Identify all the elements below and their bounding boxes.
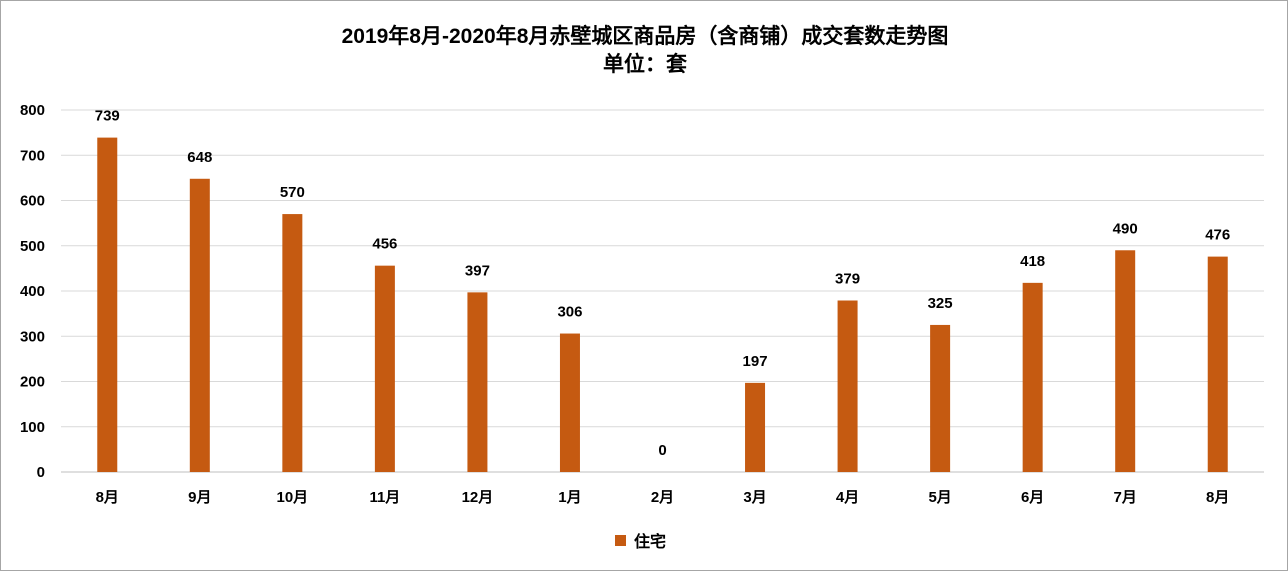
x-tick-label: 4月 [836, 489, 859, 506]
data-label: 379 [835, 271, 860, 288]
data-label: 570 [280, 184, 305, 201]
x-tick-label: 11月 [369, 489, 400, 506]
data-label: 325 [928, 295, 953, 312]
data-label: 397 [465, 262, 490, 279]
legend-swatch [615, 534, 626, 546]
data-label: 490 [1113, 220, 1138, 237]
x-tick-label: 7月 [1114, 489, 1137, 506]
x-tick-label: 3月 [743, 489, 766, 506]
x-tick-label: 12月 [462, 489, 494, 506]
data-label: 0 [658, 442, 666, 459]
legend: 住宅 [615, 529, 666, 551]
x-tick-label: 2月 [651, 489, 674, 506]
x-tick-label: 6月 [1021, 489, 1044, 506]
data-label: 648 [187, 149, 212, 166]
y-tick-label: 100 [20, 419, 45, 436]
bar [467, 292, 488, 472]
bar [97, 137, 118, 473]
legend-label: 住宅 [634, 534, 667, 551]
bar [282, 214, 303, 472]
x-tick-label: 8月 [96, 489, 119, 506]
data-label: 418 [1020, 253, 1045, 270]
y-tick-label: 500 [20, 238, 45, 255]
x-tick-label: 5月 [928, 489, 951, 506]
data-label: 306 [557, 304, 582, 321]
data-label: 476 [1205, 227, 1230, 244]
chart-subtitle: 单位：套 [603, 53, 687, 76]
bar [374, 265, 395, 472]
x-tick-label: 10月 [277, 489, 309, 506]
bar [930, 324, 951, 472]
y-tick-label: 200 [20, 374, 45, 391]
y-tick-label: 700 [20, 147, 45, 164]
bar [1207, 256, 1228, 472]
x-tick-label: 9月 [188, 489, 211, 506]
x-tick-label: 8月 [1206, 489, 1229, 506]
chart-title: 2019年8月-2020年8月赤壁城区商品房（含商铺）成交套数走势图 [341, 25, 949, 48]
data-label: 456 [372, 236, 397, 253]
bar [837, 300, 858, 472]
y-tick-label: 400 [20, 283, 45, 300]
y-tick-label: 0 [37, 464, 45, 481]
data-label: 197 [743, 353, 768, 370]
data-label: 739 [95, 108, 120, 125]
bar [1115, 250, 1136, 472]
bar [189, 178, 210, 472]
y-tick-label: 600 [20, 193, 45, 210]
y-tick-label: 300 [20, 328, 45, 345]
x-tick-label: 1月 [558, 489, 581, 506]
bar [745, 382, 766, 472]
y-tick-label: 800 [20, 102, 45, 119]
bar [1022, 282, 1043, 472]
bar [559, 333, 580, 472]
